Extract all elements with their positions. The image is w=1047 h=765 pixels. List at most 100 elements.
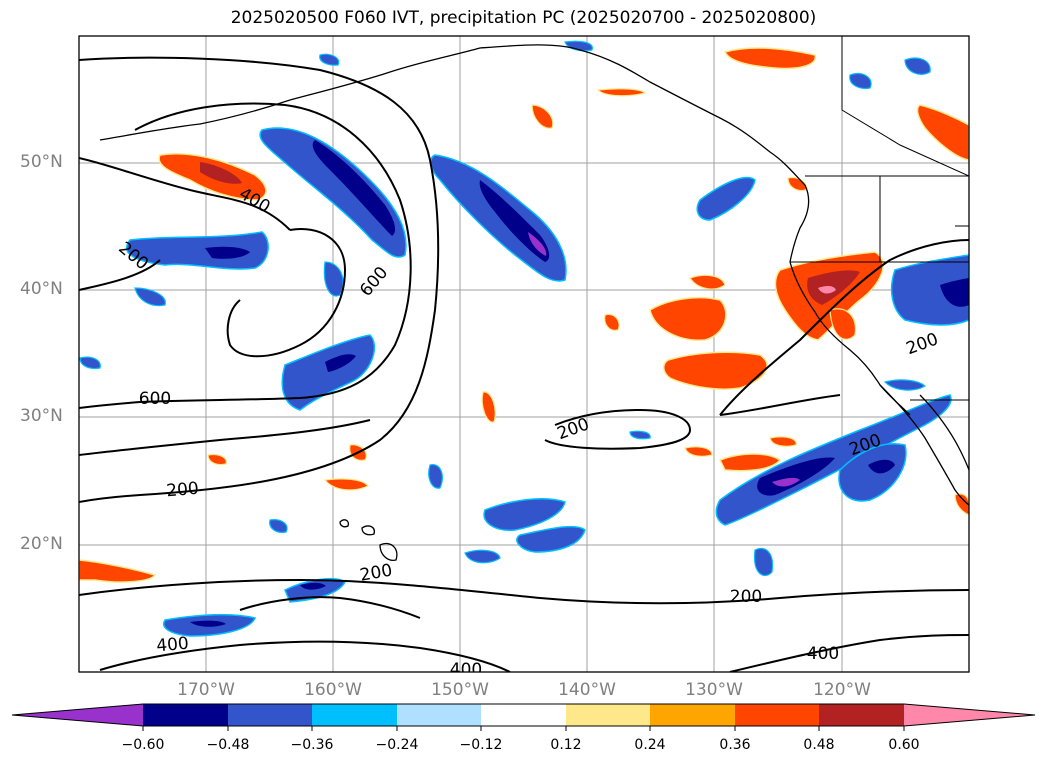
mexico-mainland xyxy=(919,394,969,471)
red-patch-baja xyxy=(718,453,782,472)
canada-province-border xyxy=(841,36,969,177)
blue-patch-small-5 xyxy=(428,463,443,489)
blue-patch-south-1 xyxy=(284,577,346,603)
blue-patch-baja xyxy=(838,443,907,502)
colorbar-tick-label: −0.60 xyxy=(121,737,165,753)
navy-southeast-core xyxy=(757,457,835,496)
map-title: 2025020500 F060 IVT, precipitation PC (2… xyxy=(230,8,817,28)
red-patch-small-1 xyxy=(531,104,554,129)
contour-label: 400 xyxy=(807,644,839,664)
blue-patch-small-2 xyxy=(134,287,166,307)
colorbar-tick-label: −0.36 xyxy=(290,737,334,753)
contour-label: 200 xyxy=(730,587,762,607)
lat-label-50n: 50°N xyxy=(20,152,63,172)
colorbar-min-arrow xyxy=(12,704,143,726)
hawaii-3 xyxy=(379,542,398,561)
red-patch-offshore-3 xyxy=(689,274,726,290)
lon-label-140w: 140°W xyxy=(558,680,616,700)
red-patch-west-edge xyxy=(79,559,157,583)
red-patch-small-2 xyxy=(829,308,857,340)
contour-200-southeast-2 xyxy=(719,394,841,416)
map-area xyxy=(79,36,969,672)
blue-patch-small-8 xyxy=(883,379,927,391)
contour-200-southeast xyxy=(719,239,969,416)
colorbar-tick-label: 0.60 xyxy=(888,737,920,753)
contour-200-hawaii xyxy=(239,596,421,619)
ivt-contours xyxy=(79,56,969,672)
map-border xyxy=(78,35,970,673)
red-patch-small-9 xyxy=(207,453,227,466)
red-patch-small-11 xyxy=(954,493,969,516)
contour-400-south-2 xyxy=(99,640,511,672)
contour-200-ring-2 xyxy=(79,419,371,456)
colorbar-tick-label: 0.24 xyxy=(634,737,666,753)
colorbar-tick-label: 0.48 xyxy=(803,737,835,753)
negative-pc-patches xyxy=(79,40,969,637)
red-patch-small-4 xyxy=(323,478,369,491)
positive-pc-patches xyxy=(79,47,969,583)
contour-400-south-1 xyxy=(79,578,969,605)
darkred-core-northwest xyxy=(200,162,242,184)
coastlines xyxy=(99,44,969,561)
blue-patch-small-4 xyxy=(79,356,101,370)
hawaii-1 xyxy=(339,519,350,528)
blue-patch-20n-3 xyxy=(464,549,501,564)
lat-label-20n: 20°N xyxy=(20,534,63,554)
contour-400-southeast xyxy=(729,634,969,672)
red-patch-small-3 xyxy=(481,391,496,423)
blue-patch-small-3 xyxy=(319,53,340,66)
colorbar-tick-label: −0.24 xyxy=(375,737,419,753)
blue-patch-small-7 xyxy=(629,430,651,440)
colorbar-tick-label: −0.12 xyxy=(459,737,503,753)
red-patch-small-7 xyxy=(684,446,713,457)
lon-label-170w: 170°W xyxy=(177,680,235,700)
blue-patch-small-1 xyxy=(323,261,344,297)
blue-patch-small-6 xyxy=(269,519,288,533)
red-patch-offshore-2 xyxy=(663,351,768,390)
blue-patch-20n-2 xyxy=(516,525,586,553)
contour-label: 200 xyxy=(166,479,200,502)
blue-patch-greatbasin xyxy=(890,254,969,326)
navy-patch-south-1 xyxy=(300,582,326,590)
contour-label: 400 xyxy=(450,660,482,680)
blue-patch-gulf-1 xyxy=(696,176,756,221)
colorbar xyxy=(11,703,1036,731)
colorbar-max-arrow xyxy=(904,704,1035,726)
navy-patch-30n xyxy=(325,354,356,372)
colorbar-tick-label: 0.12 xyxy=(550,737,582,753)
contour-600-loop xyxy=(79,102,412,409)
lat-label-30n: 30°N xyxy=(20,406,63,426)
blue-band-northwest xyxy=(259,127,407,258)
colorbar-tick-label: 0.36 xyxy=(719,737,751,753)
blue-patch-gulf-3 xyxy=(904,57,931,75)
navy-patch-south-2 xyxy=(190,620,226,627)
navy-core-west xyxy=(205,246,250,259)
colorbar-tick-label: −0.48 xyxy=(206,737,250,753)
blue-patch-20n-1 xyxy=(483,498,566,531)
lat-label-40n: 40°N xyxy=(20,279,63,299)
political-borders xyxy=(790,36,969,401)
blue-patch-mexico xyxy=(753,547,774,577)
red-patch-gulf-2 xyxy=(596,88,647,97)
blue-patch-30n xyxy=(281,334,376,411)
hawaii-2 xyxy=(361,525,375,536)
blue-patch-gulf-2 xyxy=(849,72,872,90)
contour-label: 400 xyxy=(156,634,190,657)
contour-600-inner xyxy=(226,228,347,358)
contour-400 xyxy=(79,157,291,231)
navy-core-northwest xyxy=(312,140,396,236)
contour-label: 600 xyxy=(139,389,171,409)
purple-southeast-core xyxy=(772,477,800,487)
navy-patch-greatbasin xyxy=(940,278,969,307)
red-patch-small-6 xyxy=(604,313,620,331)
lon-label-120w: 120°W xyxy=(813,680,871,700)
alaska-coast xyxy=(289,44,806,186)
aleutian-islands xyxy=(99,99,291,141)
blue-band-west xyxy=(125,231,269,270)
baja-coast xyxy=(879,384,969,506)
navy-patch-baja xyxy=(868,459,895,474)
bc-coast xyxy=(789,184,810,263)
lon-label-160w: 160°W xyxy=(304,680,362,700)
red-patch-small-8 xyxy=(769,436,797,447)
